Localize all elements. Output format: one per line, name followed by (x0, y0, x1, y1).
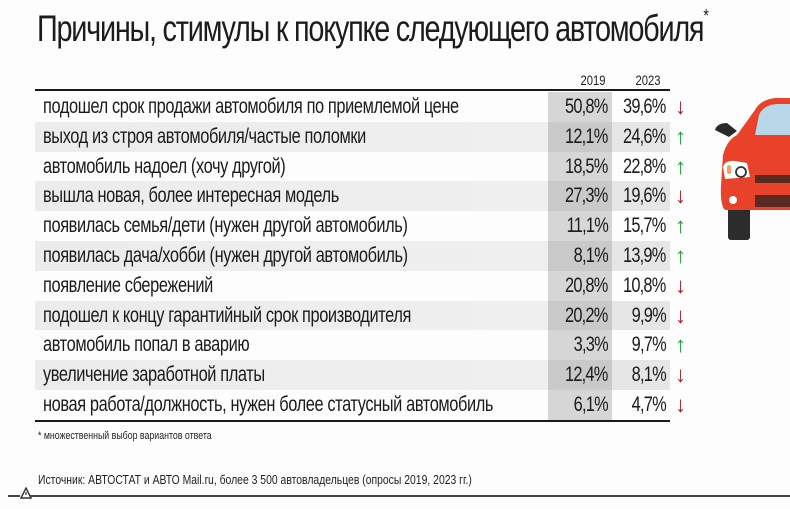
value-2023: 24,6% (623, 124, 666, 148)
value-2023: 9,9% (631, 303, 667, 327)
column-2023-band (612, 240, 670, 271)
column-headers: 2019 2023 (0, 72, 790, 90)
arrow-up-icon: ↑ (675, 123, 686, 149)
column-2023-band (612, 300, 670, 331)
value-2019: 3,3% (573, 333, 609, 357)
row-label: подошел к концу гарантийный срок произво… (43, 303, 411, 327)
chart-title: Причины, стимулы к покупке следующего ав… (37, 5, 709, 49)
red-car-icon (715, 98, 790, 240)
column-2019-band (548, 181, 612, 212)
table-row: новая работа/должность, нужен более стат… (35, 389, 686, 420)
value-2023: 15,7% (623, 214, 666, 238)
column-2019-band (548, 151, 612, 182)
table-bottom-rule (35, 420, 670, 422)
row-label: подошел срок продажи автомобиля по прием… (43, 95, 459, 118)
column-2019-band (548, 240, 612, 271)
table-row: автомобиль надоел (хочу другой) 18,5% 22,8… (35, 151, 686, 182)
column-header-2019: 2019 (580, 72, 606, 88)
column-2019-band (548, 270, 612, 301)
row-label: увеличение заработной платы (43, 363, 265, 387)
table-row: выход из строя автомобиля/частые поломки… (35, 121, 686, 152)
column-2023-band (612, 121, 670, 152)
value-2019: 6,1% (573, 392, 609, 416)
value-2023: 9,7% (631, 333, 667, 357)
table-row: увеличение заработной платы 12,4% 8,1% ↓ (35, 360, 686, 390)
row-label: вышла новая, более интересная модель (43, 184, 339, 208)
table-row: вышла новая, более интересная модель 27,3… (35, 181, 686, 212)
arrow-down-icon: ↓ (675, 302, 686, 328)
arrow-up-icon: ↑ (675, 213, 686, 239)
value-2023: 22,8% (623, 154, 666, 178)
row-label: новая работа/должность, нужен более стат… (43, 392, 494, 416)
table-row: появилась дача/хобби (нужен другой автом… (35, 240, 686, 271)
column-header-2023: 2023 (635, 72, 661, 88)
arrow-up-icon: ↑ (675, 153, 686, 179)
table-row: появление сбережений 20,8% 10,8% ↓ (35, 270, 686, 301)
row-label: появилась семья/дети (нужен другой автом… (43, 214, 408, 238)
value-2019: 50,8% (565, 95, 608, 118)
value-2019: 8,1% (573, 243, 609, 267)
value-2023: 39,6% (623, 95, 666, 118)
footer-rule (30, 495, 790, 497)
table-row: подошел срок продажи автомобиля по прием… (35, 92, 686, 122)
column-2019-band (548, 360, 612, 390)
arrow-down-icon: ↓ (675, 362, 686, 388)
column-2019-band (548, 211, 612, 241)
column-2019-band (548, 121, 612, 152)
row-label: автомобиль попал в аварию (43, 333, 250, 357)
column-2019-band (548, 300, 612, 331)
arrow-down-icon: ↓ (675, 183, 686, 209)
data-table: подошел срок продажи автомобиля по прием… (35, 92, 686, 420)
value-2023: 19,6% (623, 184, 666, 208)
value-2019: 12,4% (565, 363, 608, 387)
value-2023: 4,7% (631, 392, 667, 416)
arrow-up-icon: ↑ (675, 242, 686, 268)
table-row: подошел к концу гарантийный срок произво… (35, 300, 686, 331)
row-label: появление сбережений (43, 273, 213, 297)
value-2019: 12,1% (565, 124, 608, 148)
column-2023-band (612, 181, 670, 212)
table-row: автомобиль попал в аварию 3,3% 9,7% ↑ (35, 330, 686, 361)
column-2019-band (548, 389, 612, 420)
row-label: автомобиль надоел (хочу другой) (43, 154, 286, 178)
value-2019: 20,2% (565, 303, 608, 327)
value-2019: 27,3% (565, 184, 608, 208)
arrow-down-icon: ↓ (675, 94, 686, 119)
value-2019: 18,5% (565, 154, 608, 178)
value-2023: 10,8% (623, 273, 666, 297)
column-2019-band (548, 92, 612, 122)
table-row: появилась семья/дети (нужен другой автом… (35, 211, 686, 241)
value-2019: 20,8% (565, 273, 608, 297)
row-label: появилась дача/хобби (нужен другой автом… (43, 243, 408, 267)
warning-triangle-icon (20, 487, 32, 499)
table-top-rule (35, 89, 670, 91)
arrow-down-icon: ↓ (675, 391, 686, 417)
arrow-up-icon: ↑ (675, 332, 686, 358)
value-2023: 13,9% (623, 243, 666, 267)
column-2019-band (548, 330, 612, 361)
value-2023: 8,1% (631, 363, 667, 387)
column-2023-band (612, 360, 670, 390)
value-2019: 11,1% (566, 214, 609, 238)
footer-rule-left (8, 495, 20, 497)
arrow-down-icon: ↓ (675, 272, 686, 298)
row-label: выход из строя автомобиля/частые поломки (43, 124, 366, 148)
footnote: * множественный выбор вариантов ответа (38, 430, 212, 442)
source-note: Источник: АВТОСТАТ и АВТО Mail.ru, более… (38, 472, 472, 487)
